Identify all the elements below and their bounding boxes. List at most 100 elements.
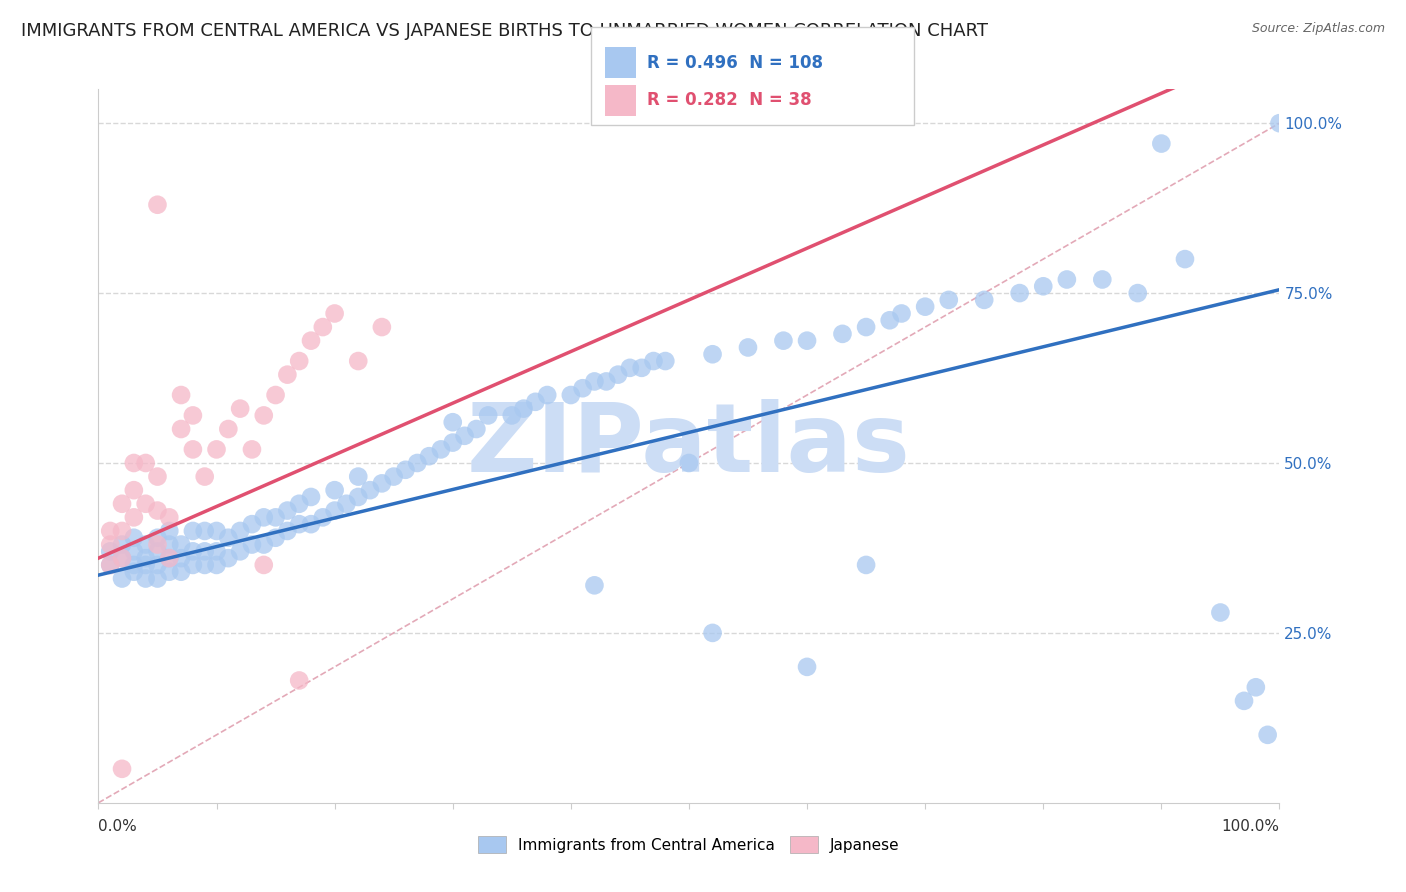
Point [299, 334, 322, 348]
Point [1056, 272, 1078, 286]
Point [312, 320, 335, 334]
Point [205, 544, 228, 558]
Point [111, 524, 134, 538]
Point [536, 388, 558, 402]
Point [181, 558, 204, 572]
Point [181, 544, 204, 558]
Point [240, 517, 263, 532]
Point [465, 422, 488, 436]
Point [157, 551, 180, 566]
Point [194, 558, 217, 572]
Point [229, 544, 252, 558]
Point [571, 381, 593, 395]
Point [122, 544, 145, 558]
Point [135, 537, 157, 551]
Point [146, 537, 169, 551]
Point [135, 572, 157, 586]
Point [170, 537, 193, 551]
Point [879, 313, 901, 327]
Point [276, 368, 298, 382]
Point [122, 510, 145, 524]
Point [583, 578, 606, 592]
Point [347, 469, 370, 483]
Point [98, 537, 121, 551]
Point [1008, 286, 1031, 301]
Point [181, 409, 204, 423]
Point [146, 469, 169, 483]
Point [1091, 272, 1114, 286]
Point [146, 544, 169, 558]
Point [146, 558, 169, 572]
Point [111, 551, 134, 566]
Point [371, 320, 394, 334]
Point [737, 341, 759, 355]
Point [146, 198, 169, 212]
Point [1126, 286, 1149, 301]
Point [855, 320, 877, 334]
Point [217, 422, 239, 436]
Point [323, 483, 346, 498]
Point [595, 375, 617, 389]
Point [583, 375, 606, 389]
Point [678, 456, 700, 470]
Point [253, 409, 276, 423]
Point [98, 558, 121, 572]
Point [855, 558, 877, 572]
Point [890, 306, 912, 320]
Point [359, 483, 381, 498]
Text: 100.0%: 100.0% [1222, 820, 1279, 834]
Point [938, 293, 960, 307]
Point [253, 537, 276, 551]
Point [181, 442, 204, 457]
Point [98, 558, 121, 572]
Point [217, 551, 239, 566]
Point [501, 409, 523, 423]
Point [135, 456, 157, 470]
Point [382, 469, 405, 483]
Point [335, 497, 357, 511]
Point [111, 497, 134, 511]
Point [240, 537, 263, 551]
Point [157, 524, 180, 538]
Point [512, 401, 534, 416]
Point [122, 565, 145, 579]
Point [276, 524, 298, 538]
Point [560, 388, 582, 402]
Point [796, 660, 818, 674]
Point [371, 476, 394, 491]
Text: ZIPatlas: ZIPatlas [467, 400, 911, 492]
Point [914, 300, 936, 314]
Point [441, 435, 464, 450]
Point [1032, 279, 1054, 293]
Point [229, 524, 252, 538]
Point [122, 531, 145, 545]
Point [299, 517, 322, 532]
Point [654, 354, 676, 368]
Point [630, 360, 652, 375]
Point [323, 306, 346, 320]
Point [157, 510, 180, 524]
Point [122, 558, 145, 572]
Point [170, 551, 193, 566]
Text: R = 0.282  N = 38: R = 0.282 N = 38 [647, 91, 811, 110]
Point [146, 531, 169, 545]
Point [1233, 694, 1256, 708]
Point [702, 347, 724, 361]
Point [111, 551, 134, 566]
Point [194, 524, 217, 538]
Point [394, 463, 416, 477]
Point [1209, 606, 1232, 620]
Point [619, 360, 641, 375]
Point [453, 429, 475, 443]
Point [194, 469, 217, 483]
Point [312, 510, 335, 524]
Point [135, 558, 157, 572]
Point [253, 510, 276, 524]
Point [1174, 252, 1197, 266]
Point [264, 510, 287, 524]
Point [111, 572, 134, 586]
Point [607, 368, 630, 382]
Point [264, 388, 287, 402]
Text: R = 0.496  N = 108: R = 0.496 N = 108 [647, 54, 823, 72]
Point [323, 503, 346, 517]
